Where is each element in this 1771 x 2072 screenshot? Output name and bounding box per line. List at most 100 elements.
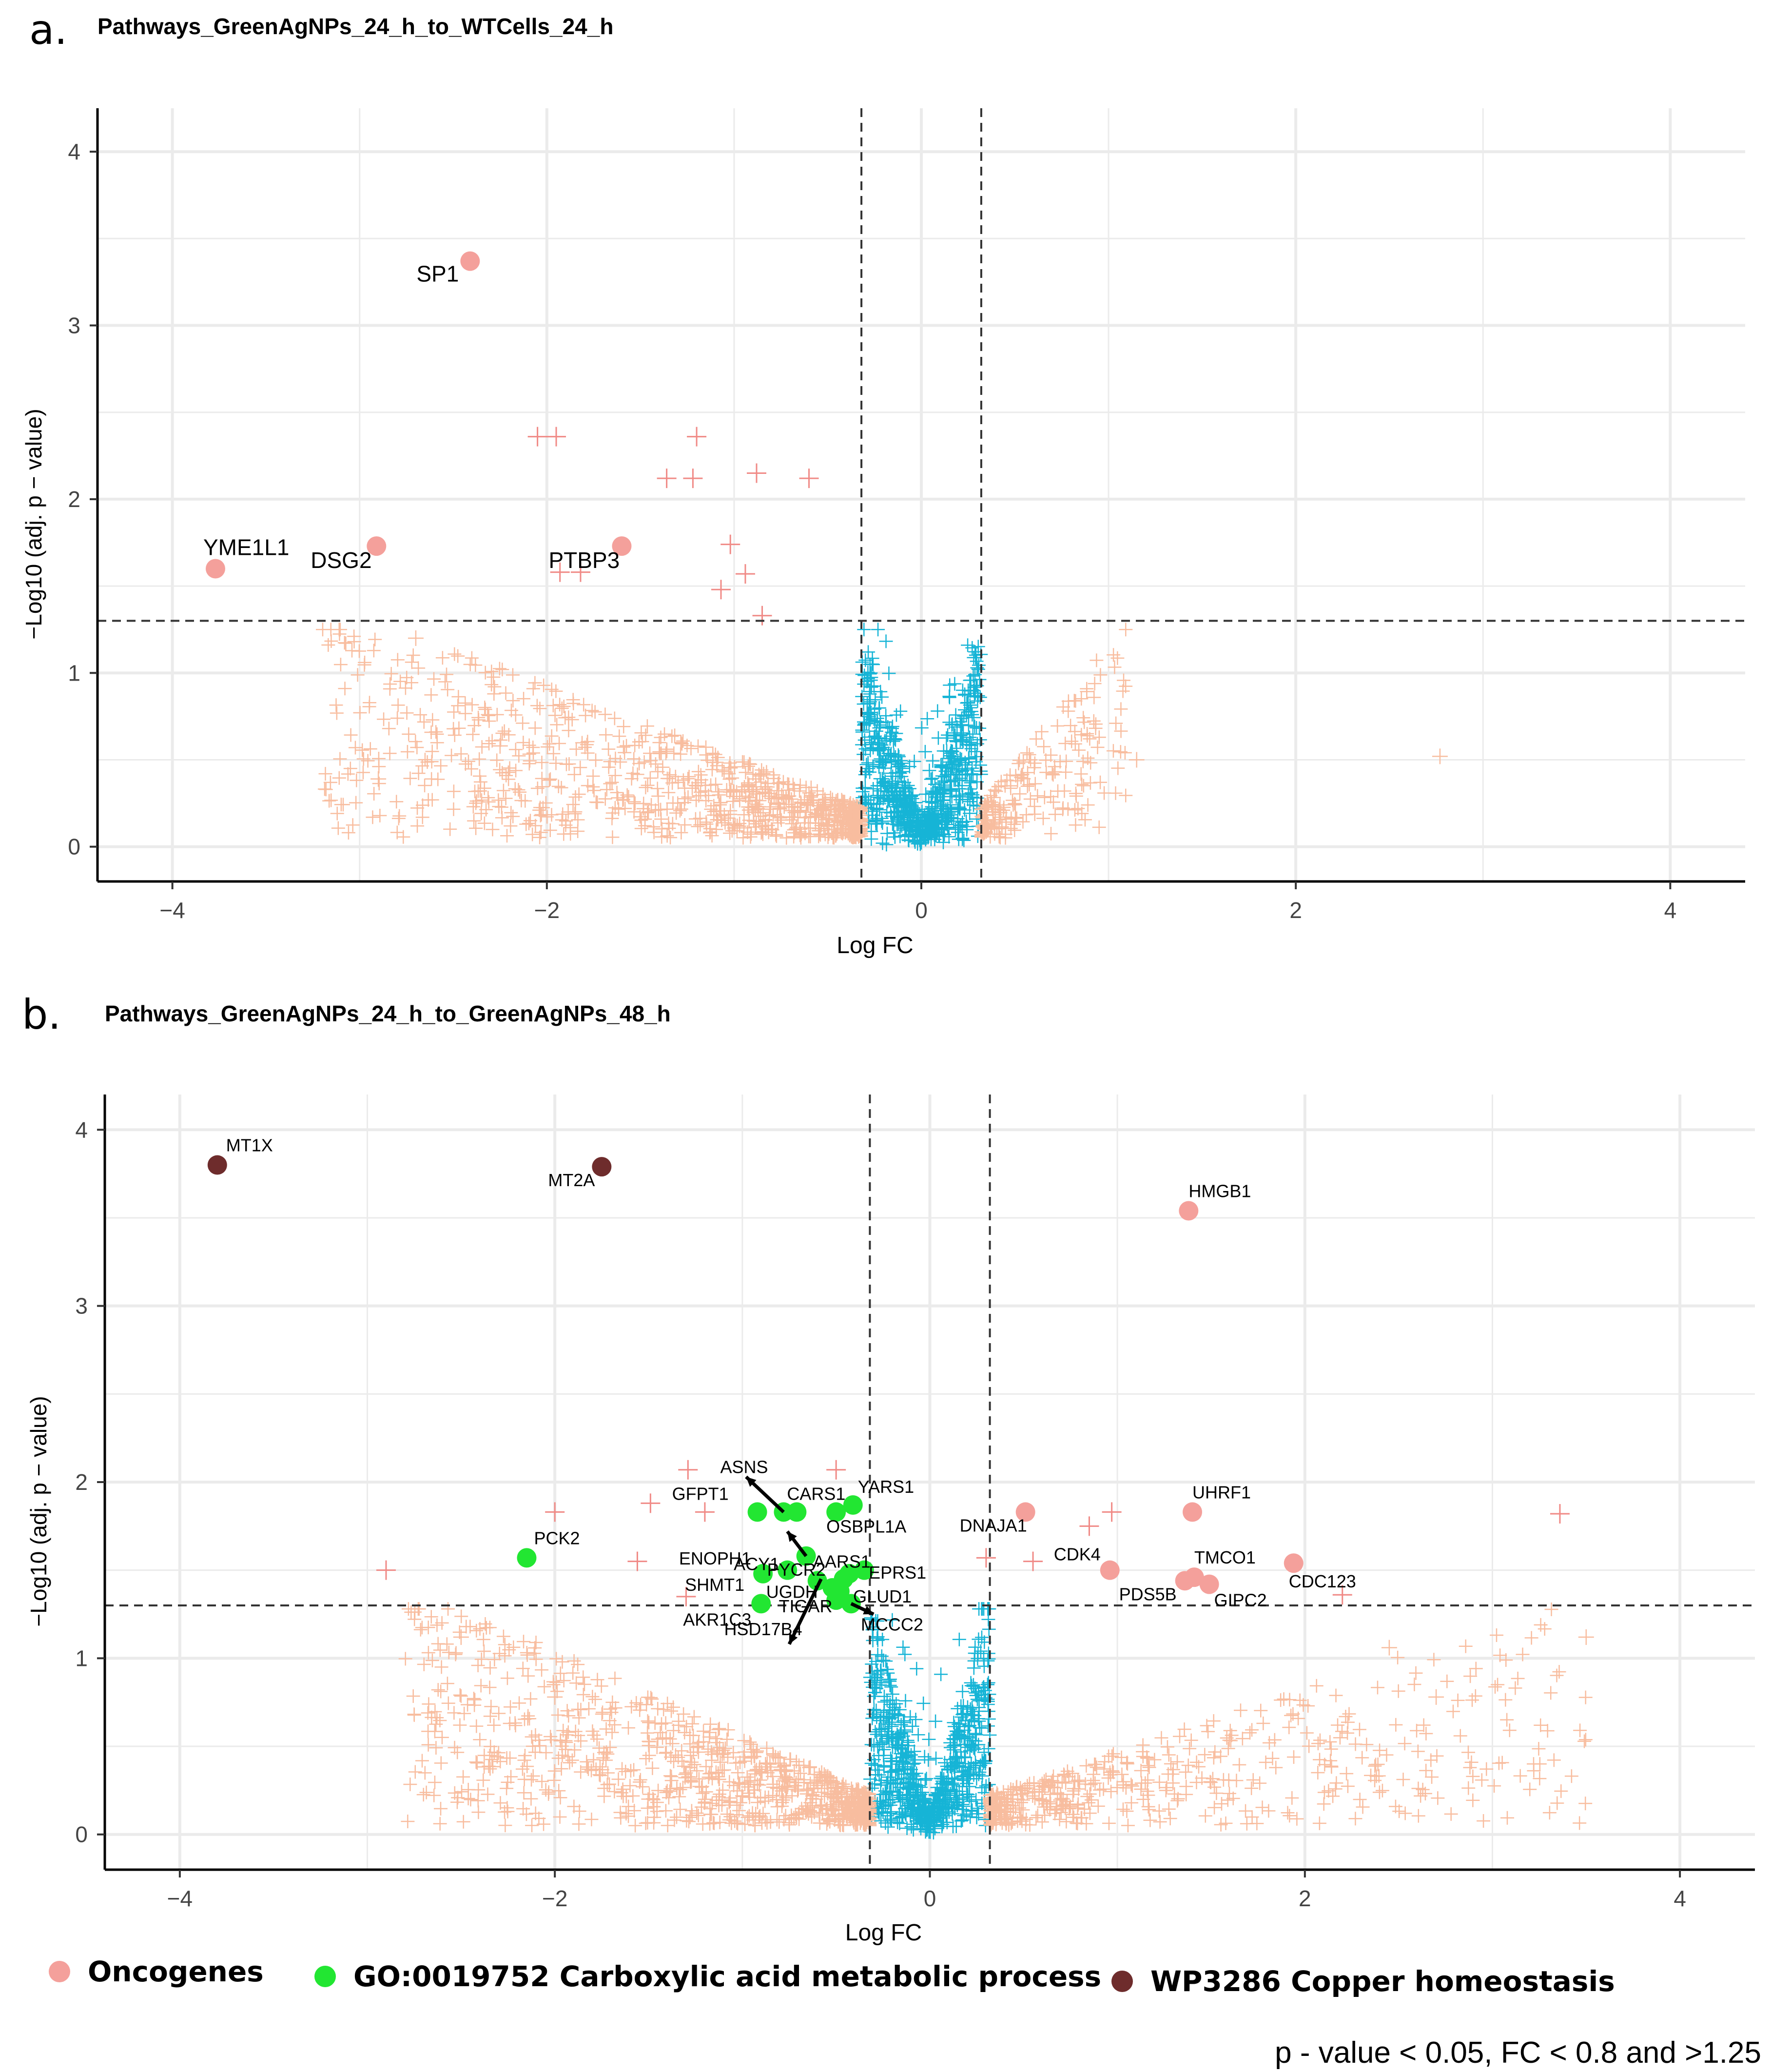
point-cross bbox=[403, 771, 417, 785]
panel-title: Pathways_GreenAgNPs_24_h_to_GreenAgNPs_4… bbox=[105, 1001, 671, 1026]
point-cross bbox=[973, 733, 987, 747]
point-cross bbox=[1544, 1686, 1558, 1700]
point-cross bbox=[948, 1772, 962, 1786]
point-cross bbox=[428, 1704, 442, 1719]
point-cross bbox=[882, 1717, 896, 1731]
point-cross bbox=[1072, 743, 1086, 757]
point-cross bbox=[500, 829, 514, 843]
point-cross bbox=[948, 677, 962, 691]
point-cross bbox=[1488, 1680, 1502, 1694]
point-cross bbox=[893, 1727, 907, 1741]
point-cross bbox=[870, 1710, 884, 1724]
point-cross bbox=[1389, 1718, 1403, 1732]
legend-dot-copper-homeostasis bbox=[1111, 1971, 1133, 1992]
point-cross bbox=[748, 1818, 762, 1833]
point-cross bbox=[1340, 1766, 1354, 1780]
point-cross bbox=[903, 1809, 917, 1823]
y-tick-label: 0 bbox=[68, 834, 80, 860]
point-cross bbox=[641, 805, 655, 820]
point-cross bbox=[410, 801, 425, 815]
point-cross bbox=[633, 1703, 647, 1717]
point-cross bbox=[1355, 1751, 1369, 1765]
point-cross bbox=[402, 727, 416, 741]
point-cross bbox=[546, 746, 561, 761]
axes: −4 −2 0 2 4 0 1 2 3 4 Log FC −Log10 (adj. p − value… bbox=[21, 108, 1745, 958]
point-cross bbox=[951, 812, 965, 826]
point-cross bbox=[1016, 755, 1031, 769]
point-cross bbox=[539, 1746, 553, 1760]
point-cross bbox=[490, 753, 504, 767]
point-cross bbox=[693, 811, 707, 825]
point-cross bbox=[946, 1732, 960, 1746]
point-cross bbox=[373, 808, 387, 822]
point-cross bbox=[556, 807, 570, 821]
point-cross bbox=[1051, 719, 1065, 733]
point-cross bbox=[737, 1734, 751, 1748]
point-cross bbox=[548, 708, 562, 723]
point-cross bbox=[317, 782, 331, 796]
point-cross bbox=[339, 636, 353, 650]
point-cross bbox=[1375, 1783, 1389, 1798]
point-cross bbox=[1232, 1758, 1246, 1772]
point-cross bbox=[1466, 1793, 1480, 1807]
point-cross bbox=[384, 666, 398, 681]
point-cross bbox=[1129, 752, 1145, 768]
point-cross bbox=[883, 1674, 897, 1688]
point-cross bbox=[743, 757, 758, 771]
point-cross bbox=[589, 753, 603, 767]
point-cross bbox=[613, 1805, 627, 1819]
point-cross bbox=[939, 1777, 954, 1791]
point-cross bbox=[992, 827, 1006, 841]
point-cross bbox=[1109, 716, 1123, 730]
point-cross bbox=[1090, 653, 1104, 667]
point-cross bbox=[1037, 790, 1051, 804]
point-cross bbox=[1370, 1681, 1384, 1695]
point-cross bbox=[809, 809, 823, 823]
point-cross bbox=[888, 733, 902, 747]
point-cross bbox=[461, 1782, 475, 1797]
point-cross bbox=[681, 1815, 696, 1829]
point-cross bbox=[435, 1730, 449, 1744]
point-cross bbox=[1410, 1723, 1424, 1738]
point-cross bbox=[713, 1815, 727, 1829]
point-cross bbox=[605, 1695, 620, 1709]
point-cross bbox=[669, 806, 683, 820]
point-cross bbox=[758, 819, 772, 833]
point-cross bbox=[1116, 1802, 1130, 1817]
point-cross bbox=[448, 1740, 462, 1755]
point-cross bbox=[988, 783, 1002, 797]
x-tick-label: 2 bbox=[1299, 1886, 1311, 1911]
point-cross bbox=[487, 670, 501, 684]
point-cross bbox=[657, 469, 677, 489]
highlight-point-dsg2 bbox=[367, 536, 387, 556]
point-cross bbox=[907, 1744, 921, 1759]
point-cross bbox=[483, 1709, 497, 1723]
point-cross bbox=[876, 761, 891, 775]
point-cross bbox=[658, 727, 672, 741]
point-cross bbox=[872, 1749, 886, 1763]
point-cross bbox=[552, 1784, 566, 1798]
point-cross bbox=[464, 762, 478, 776]
point-cross bbox=[909, 1712, 923, 1726]
point-cross bbox=[324, 793, 338, 807]
point-cross bbox=[749, 817, 763, 831]
point-cross bbox=[1578, 1797, 1593, 1811]
point-cross bbox=[735, 564, 755, 584]
point-cross bbox=[1431, 1791, 1445, 1805]
point-cross bbox=[968, 1709, 982, 1723]
point-label-hmgb1: HMGB1 bbox=[1188, 1181, 1251, 1201]
point-cross bbox=[747, 463, 766, 483]
point-cross bbox=[535, 756, 549, 770]
point-cross bbox=[1409, 1666, 1423, 1680]
point-cross bbox=[517, 1786, 531, 1800]
point-cross bbox=[975, 1602, 990, 1616]
point-cross bbox=[461, 754, 475, 768]
point-cross bbox=[926, 754, 940, 768]
point-cross bbox=[405, 655, 419, 669]
point-cross bbox=[420, 755, 434, 769]
point-cross bbox=[481, 1787, 495, 1801]
point-cross bbox=[1083, 732, 1097, 746]
point-cross bbox=[680, 1814, 694, 1828]
point-cross bbox=[418, 779, 432, 793]
point-cross bbox=[594, 1679, 608, 1693]
